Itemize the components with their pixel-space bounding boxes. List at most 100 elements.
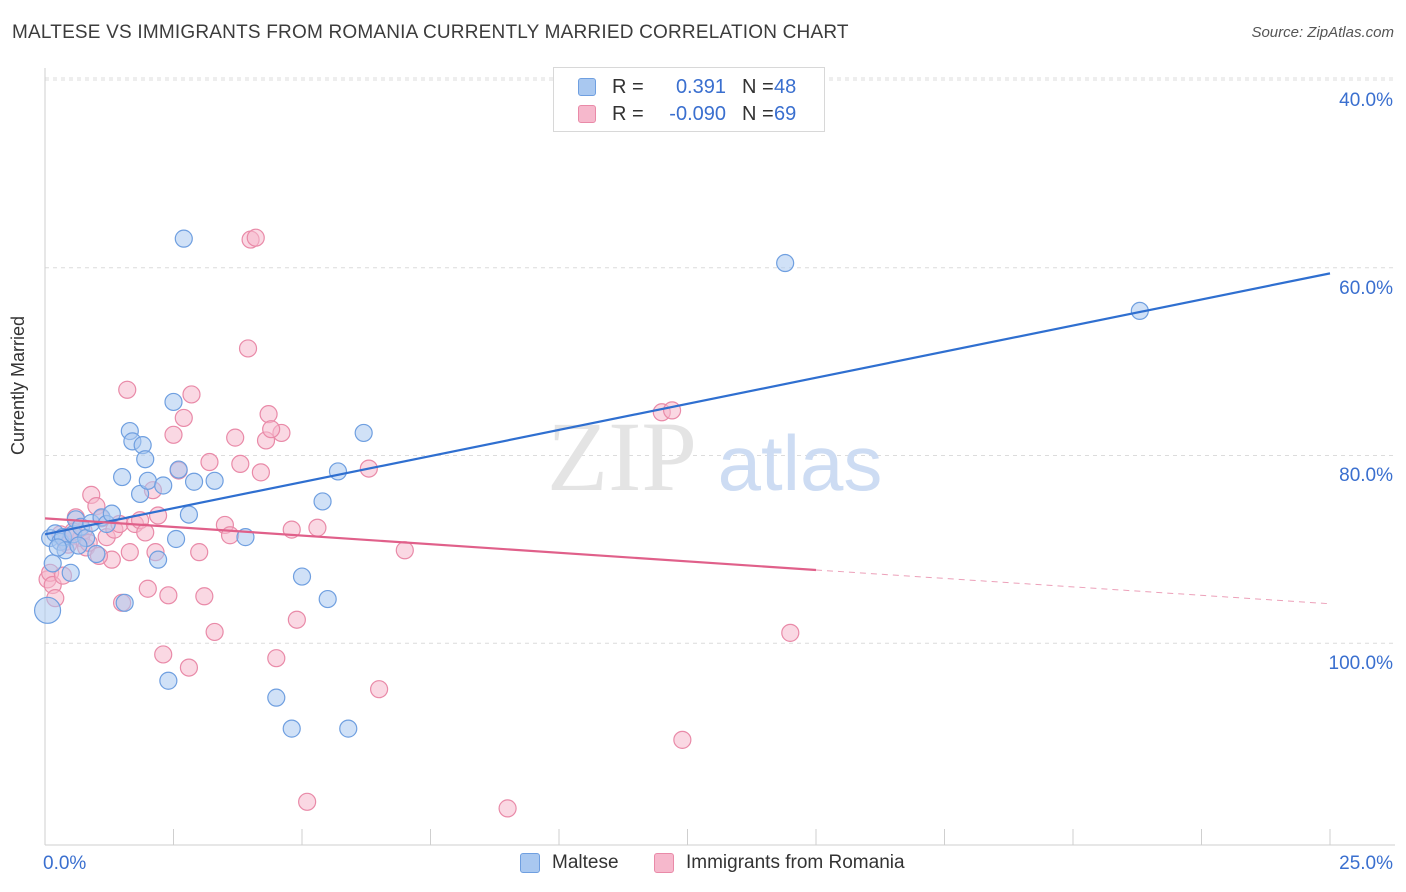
maltese-point (115, 593, 134, 612)
romania-point (246, 228, 265, 247)
maltese-point (138, 471, 157, 490)
romania-point (164, 425, 183, 444)
maltese-point (87, 544, 106, 564)
romania-point (226, 428, 245, 447)
y-tick-label: 80.0% (1339, 465, 1393, 487)
romania-point (238, 339, 258, 358)
romania-point (287, 610, 306, 629)
maltese-point (154, 476, 173, 495)
romania-point (182, 385, 201, 404)
maltese-point (282, 719, 301, 738)
maltese-point (148, 550, 168, 569)
axes (44, 68, 1395, 846)
series-romania-points (38, 228, 800, 818)
romania-point (308, 518, 327, 537)
legend-n-label: N = (742, 75, 774, 98)
romania-point (781, 623, 800, 642)
x-tick-min: 0.0% (43, 853, 87, 874)
maltese-point (166, 529, 186, 549)
legend-r-label: R = (612, 102, 644, 125)
maltese-point (69, 536, 88, 555)
maltese-point (267, 688, 286, 707)
legend-r-value: -0.090 (669, 102, 726, 125)
romania-point (673, 730, 692, 749)
trend-lines (44, 272, 1331, 605)
maltese-point (174, 229, 193, 248)
watermark-atlas: atlas (718, 419, 883, 507)
maltese-point (179, 505, 199, 524)
legend-n-value: 48 (774, 75, 797, 98)
romania-point (159, 586, 178, 605)
trend-line-romania-extrapolated (815, 569, 1331, 605)
maltese-point (184, 472, 204, 491)
legend-r-label: R = (612, 75, 644, 98)
maltese-point (159, 671, 178, 690)
legend-label-romania: Immigrants from Romania (686, 852, 905, 873)
maltese-point (292, 567, 312, 586)
legend-swatch-pink (654, 853, 674, 873)
romania-point (195, 587, 214, 606)
trend-line-romania (44, 517, 817, 572)
romania-point (370, 680, 389, 699)
series-legend: Maltese Immigrants from Romania (0, 852, 1406, 878)
gridlines (45, 77, 1395, 644)
romania-point (498, 799, 517, 818)
legend-swatch-blue (520, 853, 540, 873)
y-axis-label: Currently Married (8, 315, 28, 455)
y-tick-label: 100.0% (1328, 653, 1393, 675)
romania-point (251, 463, 270, 482)
legend-swatch-blue (578, 78, 596, 96)
legend-label-maltese: Maltese (552, 852, 619, 873)
romania-point (395, 541, 414, 560)
chart-title: MALTESE VS IMMIGRANTS FROM ROMANIA CURRE… (12, 22, 849, 43)
maltese-point (339, 719, 358, 738)
legend-r-value: 0.391 (675, 75, 726, 98)
romania-point (231, 454, 250, 474)
legend-row-maltese: R = 0.391 N = 48 (578, 74, 796, 100)
trend-line-maltese (44, 272, 1331, 536)
maltese-point (112, 467, 132, 487)
maltese-point (354, 423, 373, 443)
maltese-point (776, 253, 795, 273)
y-tick-label: 60.0% (1339, 277, 1393, 299)
romania-point (262, 420, 281, 439)
maltese-point (313, 492, 332, 511)
romania-point (136, 523, 155, 542)
legend-n-value: 69 (774, 102, 797, 125)
romania-point (138, 579, 157, 598)
romania-point (200, 452, 219, 472)
maltese-point (48, 538, 67, 557)
legend-n-label: N = (742, 102, 774, 125)
maltese-point (61, 563, 80, 582)
romania-point (179, 658, 199, 677)
maltese-point (318, 589, 337, 609)
maltese-point (205, 471, 224, 490)
legend-swatch-pink (578, 105, 596, 123)
romania-point (662, 401, 682, 420)
maltese-point (164, 392, 183, 412)
stats-legend: R = 0.391 N = 48 R = -0.090 N = 69 (553, 67, 825, 132)
x-tick-max: 25.0% (1339, 853, 1393, 874)
maltese-point (328, 462, 348, 481)
y-tick-label: 40.0% (1339, 90, 1393, 111)
romania-point (259, 405, 278, 424)
romania-point (118, 380, 137, 399)
romania-point (154, 645, 173, 664)
legend-item-romania[interactable]: Immigrants from Romania (654, 852, 905, 874)
maltese-point (169, 460, 188, 479)
watermark: ZIP atlas (547, 401, 882, 512)
legend-item-maltese[interactable]: Maltese (520, 852, 619, 874)
romania-point (174, 408, 193, 428)
maltese-point (136, 450, 155, 469)
romania-point (205, 622, 224, 642)
maltese-point (33, 596, 62, 624)
romania-point (120, 543, 139, 562)
maltese-point (43, 554, 62, 573)
legend-row-romania: R = -0.090 N = 69 (578, 101, 796, 127)
romania-point (190, 543, 209, 562)
chart-source: Source: ZipAtlas.com (1251, 24, 1394, 41)
romania-point (298, 792, 317, 811)
series-maltese-points (33, 229, 1149, 738)
romania-point (267, 649, 286, 668)
